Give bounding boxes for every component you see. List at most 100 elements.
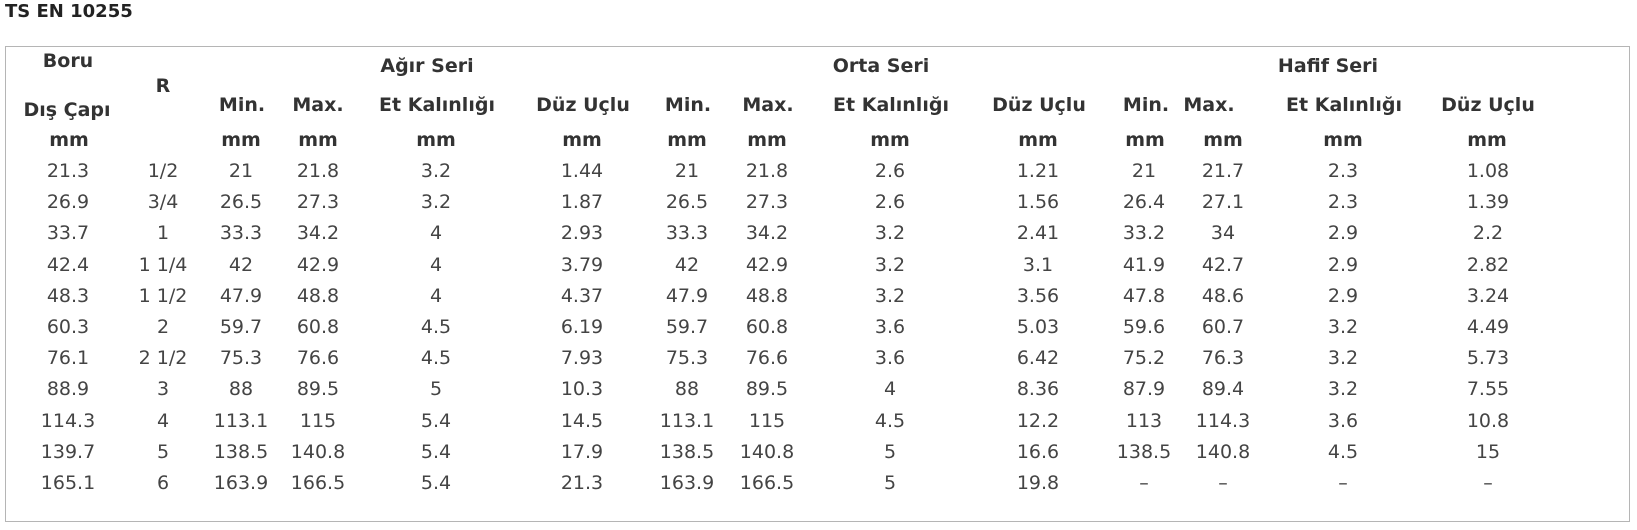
table-cell: 21 (674, 160, 700, 182)
table-cell: 88 (674, 378, 700, 401)
table-cell: 26.4 (1122, 191, 1166, 214)
unit-mm-et-orta: mm (870, 129, 910, 151)
table-cell: 113 (1125, 409, 1163, 432)
table-cell: 27.3 (296, 191, 340, 214)
table-cell: 4 (429, 253, 443, 276)
table-cell: 139.7 (40, 440, 96, 463)
header-max-agir: Max. (292, 94, 344, 116)
table-cell: 1.56 (1016, 191, 1060, 214)
table-cell: 3.6 (1327, 409, 1359, 432)
table-cell: – (1139, 472, 1149, 494)
unit-mm-duz-hafif: mm (1467, 129, 1507, 151)
table-cell: 3.56 (1016, 284, 1060, 307)
table-cell: 59.6 (1122, 316, 1166, 338)
table-cell: 2.41 (1016, 222, 1060, 245)
table-cell: 42 (228, 253, 254, 276)
table-cell: 3.2 (1327, 316, 1359, 338)
unit-mm-et-agir: mm (416, 129, 456, 151)
table-cell: 3.2 (1327, 378, 1359, 401)
table-cell: 60.7 (1201, 316, 1245, 338)
table-cell: 138.5 (659, 440, 715, 463)
table-cell: 3.1 (1022, 253, 1054, 276)
table-cell: 138.5 (1116, 440, 1172, 463)
unit-mm-min-agir: mm (221, 129, 261, 151)
header-max-orta: Max. (742, 94, 794, 116)
table-cell: – (1338, 472, 1348, 494)
table-cell: 89.5 (296, 378, 340, 401)
table-cell: 5.03 (1016, 316, 1060, 338)
table-cell: 140.8 (290, 440, 346, 463)
table-cell: 2.82 (1466, 253, 1510, 276)
table-cell: 1 1/4 (138, 253, 188, 276)
header-max-hafif: Max. (1183, 94, 1235, 116)
table-cell: 7.55 (1466, 378, 1510, 401)
table-cell: 60.3 (46, 316, 90, 338)
unit-mm-duz-orta: mm (1018, 129, 1058, 151)
table-cell: 2.9 (1327, 253, 1359, 276)
table-cell: – (1483, 472, 1493, 494)
table-cell: 166.5 (290, 472, 346, 494)
table-cell: 113.1 (659, 409, 715, 432)
table-cell: 115 (748, 409, 786, 432)
table-cell: 166.5 (739, 472, 795, 494)
table-cell: 4 (883, 378, 897, 401)
table-cell: 1.87 (560, 191, 604, 214)
table-cell: 3/4 (147, 191, 179, 214)
unit-mm-duz-agir: mm (562, 129, 602, 151)
table-cell: 3.2 (874, 284, 906, 307)
table-cell: 3.2 (1327, 347, 1359, 370)
table-cell: 4 (156, 409, 170, 432)
table-cell: 47.9 (665, 284, 709, 307)
table-cell: 3 (156, 378, 170, 401)
table-cell: 6 (156, 472, 170, 494)
header-min-hafif: Min. (1122, 94, 1170, 116)
header-et-kalinligi-orta: Et Kalınlığı (833, 94, 949, 116)
header-boru: Boru (42, 50, 94, 72)
table-cell: 17.9 (560, 440, 604, 463)
table-cell: 42.9 (296, 253, 340, 276)
unit-mm-boru: mm (49, 129, 89, 151)
table-cell: 33.7 (46, 222, 90, 245)
table-cell: 89.4 (1201, 378, 1245, 401)
table-cell: 34.2 (296, 222, 340, 245)
header-et-kalinligi-agir: Et Kalınlığı (379, 94, 495, 116)
table-cell: 21.7 (1201, 160, 1245, 182)
table-cell: 2.6 (874, 191, 906, 214)
table-cell: 88.9 (46, 378, 90, 401)
table-cell: 2.6 (874, 160, 906, 182)
header-duz-uclu-hafif: Düz Uçlu (1441, 94, 1535, 116)
unit-mm-min-orta: mm (667, 129, 707, 151)
table-cell: 19.8 (1016, 472, 1060, 494)
table-cell: 60.8 (745, 316, 789, 338)
table-cell: 5 (156, 440, 170, 463)
table-cell: 4.49 (1466, 316, 1510, 338)
table-cell: 21 (228, 160, 254, 182)
table-cell: 1.44 (560, 160, 604, 182)
table-cell: 10.3 (560, 378, 604, 401)
table-cell: 8.36 (1016, 378, 1060, 401)
table-cell: 42.4 (46, 253, 90, 276)
table-cell: 60.8 (296, 316, 340, 338)
table-cell: 27.1 (1201, 191, 1245, 214)
table-cell: 115 (299, 409, 337, 432)
table-cell: 59.7 (219, 316, 263, 338)
table-cell: 5.73 (1466, 347, 1510, 370)
table-cell: 113.1 (213, 409, 269, 432)
unit-mm-max-orta: mm (747, 129, 787, 151)
table-cell: 1 1/2 (138, 284, 188, 307)
table-cell: 1.08 (1466, 160, 1510, 182)
group-header-agir-seri: Ağır Seri (380, 55, 474, 77)
table-cell: 2.9 (1327, 284, 1359, 307)
table-cell: 42 (674, 253, 700, 276)
table-cell: 75.2 (1122, 347, 1166, 370)
table-cell: 3.6 (874, 316, 906, 338)
table-cell: 7.93 (560, 347, 604, 370)
table-cell: 42.9 (745, 253, 789, 276)
group-header-hafif-seri: Hafif Seri (1277, 55, 1379, 77)
table-cell: 48.8 (745, 284, 789, 307)
table-cell: 88 (228, 378, 254, 401)
table-cell: 21.8 (296, 160, 340, 182)
table-cell: 5 (429, 378, 443, 401)
table-cell: 33.3 (219, 222, 263, 245)
table-cell: 75.3 (665, 347, 709, 370)
